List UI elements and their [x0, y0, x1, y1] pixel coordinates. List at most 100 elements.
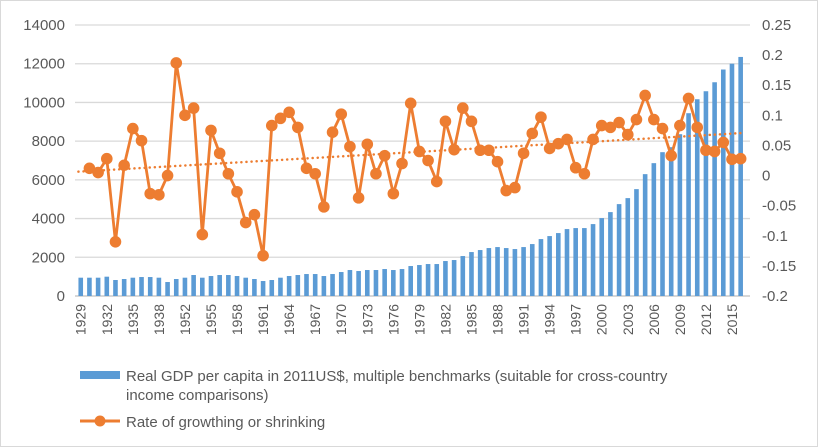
growth-point-1997: [569, 161, 582, 174]
bar-2007: [660, 152, 665, 296]
growth-point-2016: [734, 152, 747, 165]
x-tick-label: 1938: [151, 304, 167, 335]
growth-point-1995: [552, 137, 565, 150]
bar-2008: [668, 147, 674, 296]
bar-1936: [139, 277, 144, 296]
bar-2006: [651, 163, 657, 296]
growth-point-1969: [326, 126, 339, 138]
growth-point-1986: [474, 144, 486, 157]
growth-point-1991: [517, 147, 530, 160]
trendline-path: [77, 131, 747, 173]
growth-point-1965: [292, 121, 304, 134]
right-axis-tick-label: 0.05: [762, 137, 791, 154]
growth-point-2009: [674, 119, 686, 132]
bar-2010: [686, 113, 691, 296]
growth-point-1992: [526, 127, 539, 140]
bar-2005: [642, 174, 648, 296]
bar-2002: [616, 204, 622, 296]
bar-1980: [425, 264, 431, 296]
bar-1978: [408, 266, 413, 296]
bar-1984: [460, 256, 466, 296]
bar-1997: [573, 228, 578, 296]
x-tick-label: 2006: [646, 304, 662, 335]
legend-line-marker: [94, 415, 106, 427]
x-tick-label: 1961: [255, 304, 271, 335]
bar-1993: [538, 239, 544, 296]
bar-1974: [373, 270, 379, 296]
legend-item-bars[interactable]: Real GDP per capita in 2011US$, multiple…: [80, 368, 668, 404]
growth-point-1931: [92, 166, 104, 179]
growth-point-2011: [691, 121, 704, 134]
growth-point-1957: [222, 167, 235, 180]
growth-point-1990: [509, 181, 521, 194]
legend-item-line[interactable]: Rate of growthing or shrinking: [80, 414, 325, 431]
growth-point-1985: [465, 115, 478, 128]
bar-1999: [590, 224, 596, 296]
bar-1990: [512, 249, 518, 296]
bar-1966: [304, 274, 309, 296]
x-tick-label: 1935: [125, 304, 141, 335]
bar-1995: [556, 233, 561, 296]
growth-point-1962: [265, 119, 278, 132]
bar-1979: [417, 265, 422, 296]
x-tick-label: 1929: [73, 304, 89, 335]
bar-series: [78, 56, 743, 297]
bar-1967: [312, 274, 318, 296]
growth-point-1956: [213, 147, 226, 160]
line-series: [83, 57, 747, 262]
right-axis-tick-label: 0.25: [762, 17, 791, 34]
bar-2001: [608, 212, 613, 296]
bar-1952: [182, 277, 188, 296]
growth-point-2000: [595, 119, 608, 132]
x-tick-label: 1997: [568, 304, 584, 335]
growth-point-1972: [352, 192, 365, 204]
x-tick-label: 1970: [333, 304, 349, 335]
bar-1971: [347, 270, 353, 296]
bar-2016: [738, 56, 743, 296]
x-tick-label: 2012: [698, 304, 714, 335]
growth-point-1958: [231, 186, 243, 198]
growth-point-1983: [448, 143, 460, 156]
growth-point-1930: [83, 162, 96, 175]
bar-1963: [278, 277, 283, 296]
x-tick-label: 1988: [490, 304, 506, 335]
x-tick-label: 1994: [542, 304, 558, 335]
bar-1994: [547, 236, 552, 296]
legend-line-label: Rate of growthing or shrinking: [126, 414, 325, 431]
x-tick-label: 2015: [724, 304, 740, 335]
growth-point-1976: [387, 187, 400, 200]
growth-point-1951: [170, 57, 183, 69]
x-tick-label: 1976: [385, 304, 401, 335]
growth-point-1953: [187, 102, 200, 114]
legend: Real GDP per capita in 2011US$, multiple…: [80, 368, 668, 431]
growth-point-2013: [708, 145, 721, 158]
growth-point-1998: [578, 167, 591, 180]
bar-2003: [625, 198, 631, 296]
bar-2000: [599, 218, 605, 296]
growth-point-1973: [361, 138, 374, 151]
growth-point-2001: [604, 121, 617, 134]
bar-2012: [703, 91, 709, 296]
left-axis-tick-label: 0: [57, 288, 65, 305]
growth-point-1952: [179, 109, 191, 122]
growth-point-1937: [144, 187, 157, 200]
bar-1964: [286, 276, 292, 296]
bar-1996: [564, 229, 570, 296]
growth-point-1993: [535, 111, 547, 123]
bar-1957: [226, 275, 231, 296]
growth-point-1936: [135, 134, 148, 147]
bar-1983: [451, 260, 457, 296]
left-axis-tick-label: 12000: [23, 56, 65, 73]
legend-bar-label-line1: Real GDP per capita in 2011US$, multiple…: [126, 368, 668, 385]
x-tick-label: 2003: [620, 304, 636, 335]
growth-point-1950: [161, 169, 174, 182]
growth-point-1994: [543, 142, 556, 155]
x-tick-label: 1955: [203, 304, 219, 335]
growth-point-1996: [561, 133, 573, 146]
bar-1954: [200, 277, 205, 296]
x-tick-label: 1958: [229, 304, 245, 335]
growth-point-1955: [205, 124, 217, 137]
bar-1998: [582, 228, 587, 296]
growth-point-1971: [344, 140, 356, 153]
growth-point-1959: [239, 216, 252, 229]
